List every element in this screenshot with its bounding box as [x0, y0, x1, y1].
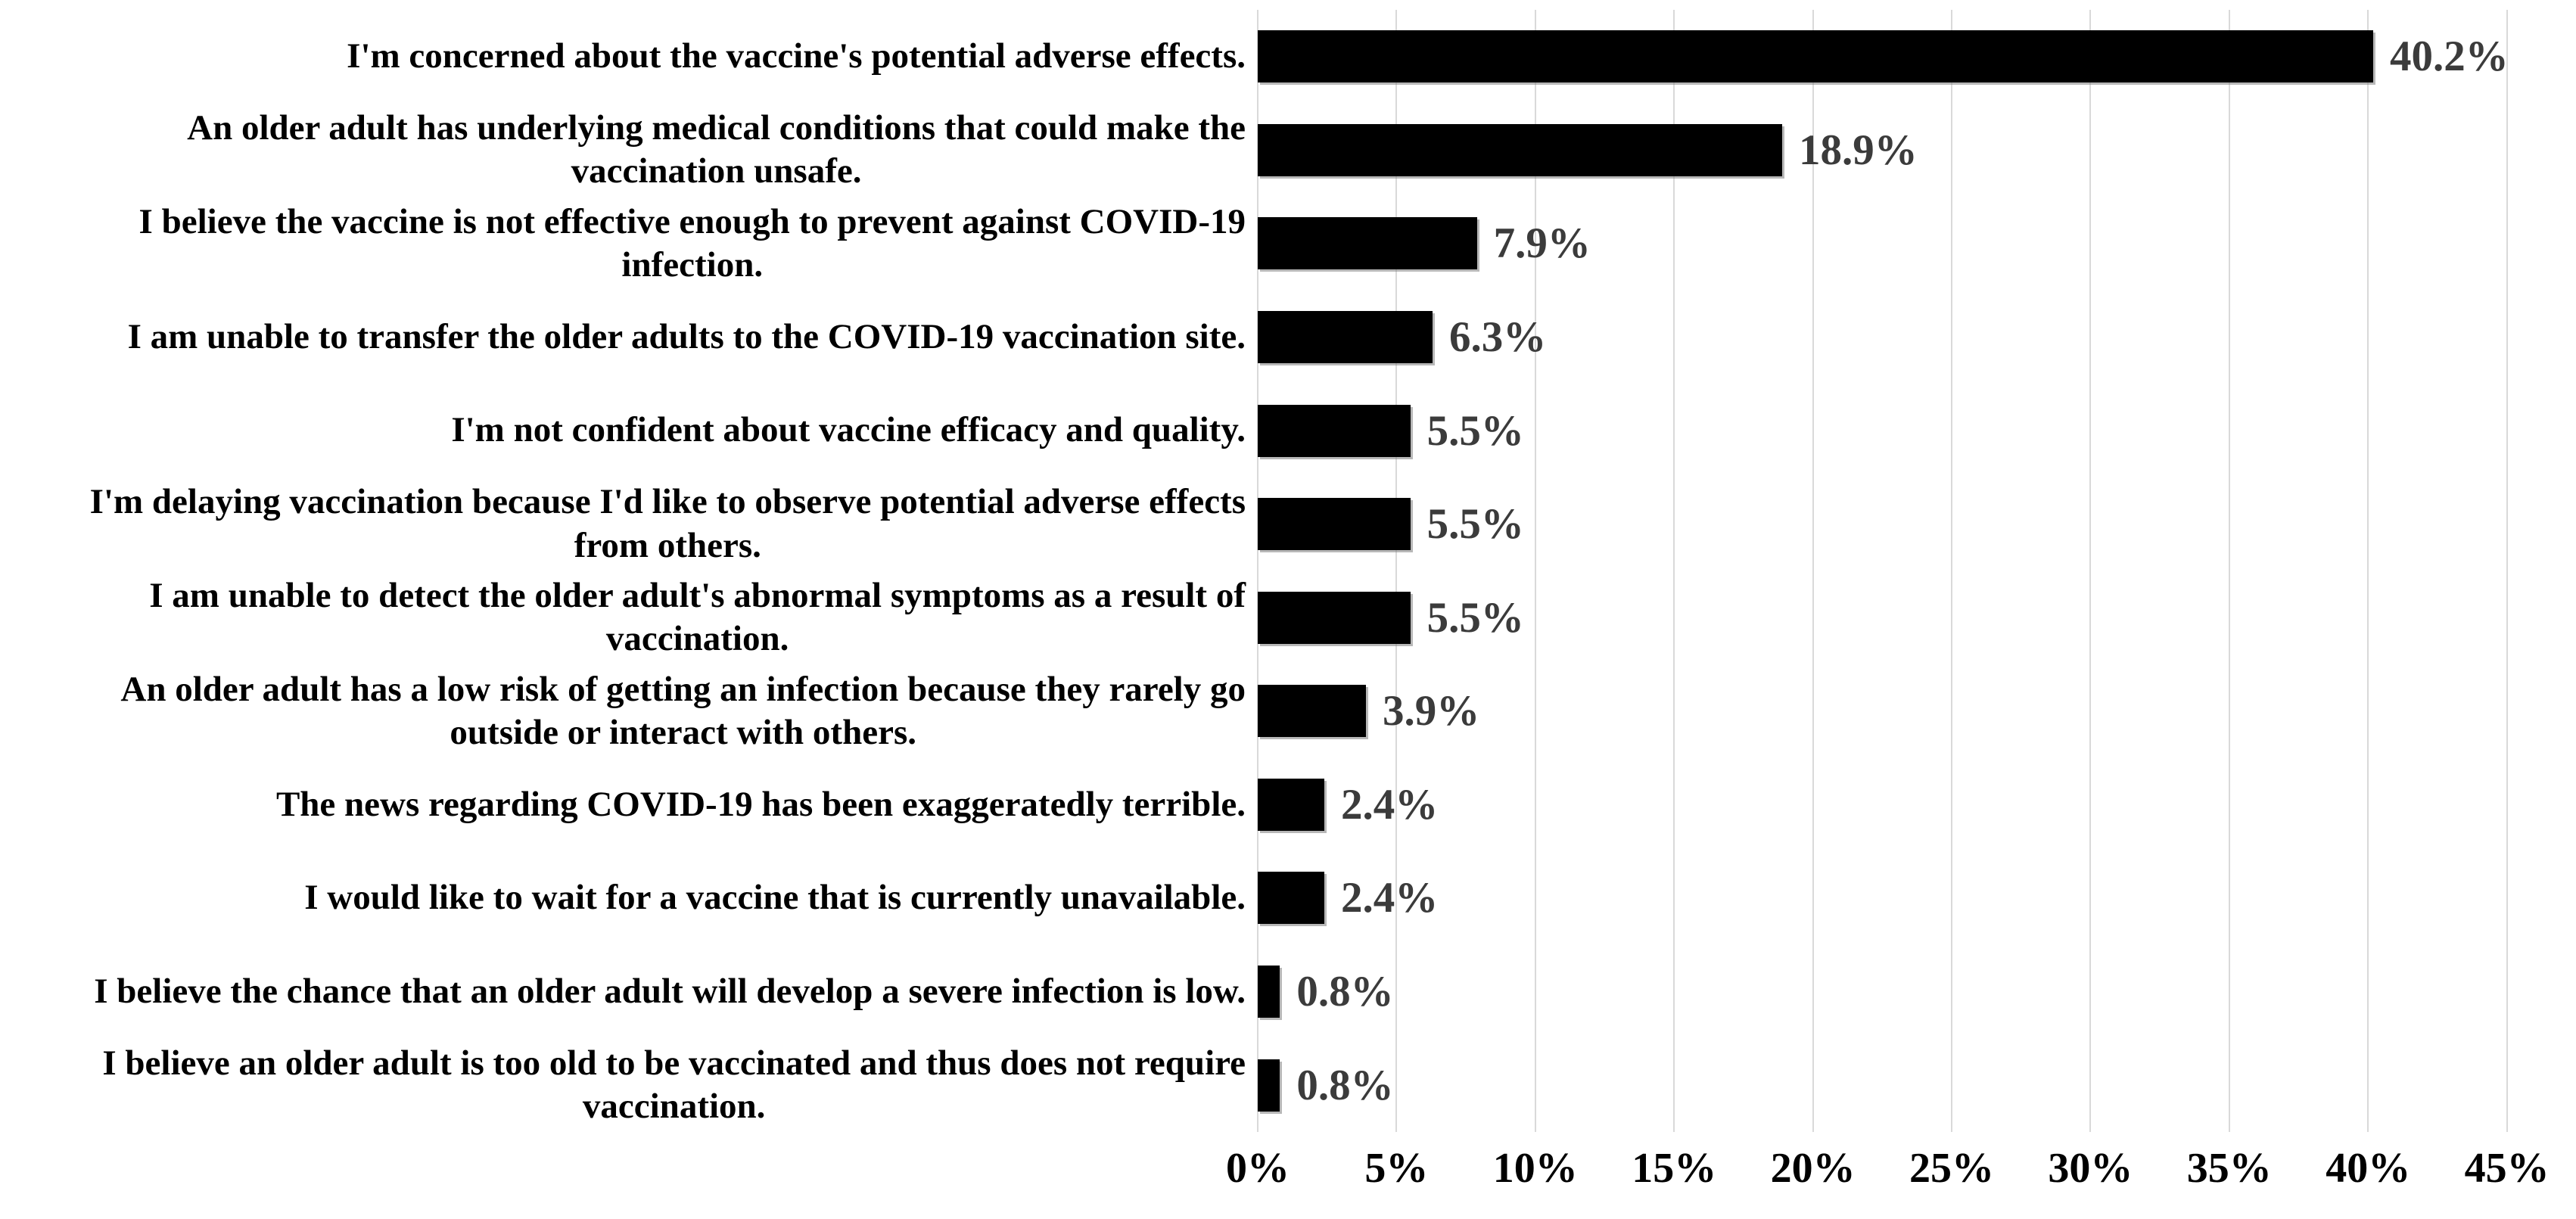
value-label: 0.8%: [1296, 1061, 1394, 1109]
gridline: [1395, 10, 1398, 1132]
chart-row: I would like to wait for a vaccine that …: [0, 851, 2576, 945]
category-label: I'm delaying vaccination because I'd lik…: [89, 482, 1246, 565]
bar-cell: 0.8%: [1258, 945, 2506, 1039]
bar-cell: 6.3%: [1258, 291, 2506, 384]
bar: [1258, 498, 1411, 551]
category-label: I am unable to detect the older adult's …: [149, 575, 1246, 659]
x-tick-label: 10%: [1492, 1145, 1578, 1192]
category-label: I believe the vaccine is not effective e…: [138, 201, 1246, 285]
bar: [1258, 591, 1411, 644]
gridline: [2367, 10, 2369, 1132]
x-tick-label: 40%: [2326, 1145, 2411, 1192]
bar: [1258, 966, 1280, 1018]
category-label: I am unable to transfer the older adults…: [127, 316, 1246, 356]
gridline: [1534, 10, 1536, 1132]
bar-cell: 40.2%: [1258, 10, 2509, 104]
bar: [1258, 30, 2373, 83]
x-tick-label: 25%: [1909, 1145, 1994, 1192]
gridline: [2506, 10, 2508, 1132]
gridline: [1951, 10, 1952, 1132]
category-label-cell: The news regarding COVID-19 has been exa…: [0, 783, 1258, 826]
bar-cell: 2.4%: [1258, 851, 2506, 945]
x-tick-label: 45%: [2464, 1145, 2550, 1192]
gridline: [2228, 10, 2230, 1132]
value-label: 5.5%: [1426, 406, 1524, 455]
value-label: 6.3%: [1449, 313, 1547, 362]
bar-cell: 5.5%: [1258, 384, 2506, 477]
category-label: I believe the chance that an older adult…: [94, 971, 1246, 1011]
bar-cell: 2.4%: [1258, 758, 2506, 852]
chart-row: The news regarding COVID-19 has been exa…: [0, 758, 2576, 852]
value-label: 0.8%: [1296, 968, 1394, 1016]
chart-row: An older adult has a low risk of getting…: [0, 664, 2576, 758]
gridline: [1812, 10, 1814, 1132]
chart-row: I am unable to transfer the older adults…: [0, 291, 2576, 384]
chart-row: I believe an older adult is too old to b…: [0, 1038, 2576, 1132]
x-axis: 0% 5% 10% 15% 20% 25% 30% 35% 40% 45%: [0, 1144, 2576, 1212]
category-label-cell: I am unable to detect the older adult's …: [0, 574, 1258, 661]
bar-cell: 5.5%: [1258, 477, 2506, 571]
bar: [1258, 217, 1477, 270]
chart-row: I believe the chance that an older adult…: [0, 945, 2576, 1039]
plot-area: [1257, 10, 2508, 1132]
chart-row: I'm delaying vaccination because I'd lik…: [0, 477, 2576, 571]
chart-row: I am unable to detect the older adult's …: [0, 571, 2576, 664]
bar-cell: 7.9%: [1258, 197, 2506, 291]
bar: [1258, 1059, 1280, 1112]
category-label-cell: I am unable to transfer the older adults…: [0, 316, 1258, 359]
bar: [1258, 123, 1782, 176]
chart-row: An older adult has underlying medical co…: [0, 104, 2576, 197]
category-label: An older adult has a low risk of getting…: [120, 669, 1246, 752]
bar-cell: 0.8%: [1258, 1038, 2506, 1132]
chart-row: I believe the vaccine is not effective e…: [0, 197, 2576, 291]
category-label-cell: I would like to wait for a vaccine that …: [0, 876, 1258, 919]
bar: [1258, 311, 1433, 364]
value-label: 18.9%: [1799, 126, 1918, 174]
value-label: 40.2%: [2390, 33, 2509, 81]
x-tick-label: 35%: [2186, 1145, 2272, 1192]
category-label-cell: I believe the chance that an older adult…: [0, 970, 1258, 1013]
x-tick-label: 30%: [2048, 1145, 2133, 1192]
category-label: I would like to wait for a vaccine that …: [304, 878, 1246, 918]
category-label-cell: I believe the vaccine is not effective e…: [0, 201, 1258, 288]
value-label: 2.4%: [1341, 780, 1439, 829]
category-label-cell: I'm not confident about vaccine efficacy…: [0, 409, 1258, 452]
category-label: I believe an older adult is too old to b…: [102, 1043, 1246, 1127]
category-label-cell: I believe an older adult is too old to b…: [0, 1042, 1258, 1129]
category-label-cell: An older adult has a low risk of getting…: [0, 668, 1258, 755]
gridline: [1673, 10, 1675, 1132]
value-label: 2.4%: [1341, 874, 1439, 922]
value-label: 5.5%: [1426, 593, 1524, 642]
x-tick-label: 15%: [1632, 1145, 1717, 1192]
bar: [1258, 685, 1366, 738]
category-label-cell: An older adult has underlying medical co…: [0, 107, 1258, 194]
category-label: I'm not confident about vaccine efficacy…: [451, 410, 1246, 450]
value-label: 3.9%: [1383, 687, 1480, 735]
chart-row: I'm not confident about vaccine efficacy…: [0, 384, 2576, 477]
gridline: [2089, 10, 2092, 1132]
bar: [1258, 404, 1411, 457]
bar: [1258, 778, 1324, 831]
category-label: An older adult has underlying medical co…: [187, 108, 1246, 191]
category-label: The news regarding COVID-19 has been exa…: [275, 784, 1246, 824]
bar: [1258, 872, 1324, 925]
bar-rows: I'm concerned about the vaccine's potent…: [0, 10, 2576, 1132]
category-label: I'm concerned about the vaccine's potent…: [347, 36, 1246, 76]
category-label-cell: I'm delaying vaccination because I'd lik…: [0, 480, 1258, 568]
chart-row: I'm concerned about the vaccine's potent…: [0, 10, 2576, 104]
value-label: 7.9%: [1493, 219, 1591, 268]
value-label: 5.5%: [1426, 500, 1524, 549]
bar-cell: 18.9%: [1258, 104, 2506, 197]
x-tick-label: 20%: [1770, 1145, 1856, 1192]
bar-cell: 3.9%: [1258, 664, 2506, 758]
gridline: [1257, 10, 1258, 1132]
x-tick-label: 0%: [1226, 1145, 1290, 1192]
category-label-cell: I'm concerned about the vaccine's potent…: [0, 35, 1258, 78]
bar-cell: 5.5%: [1258, 571, 2506, 664]
x-tick-label: 5%: [1364, 1145, 1429, 1192]
